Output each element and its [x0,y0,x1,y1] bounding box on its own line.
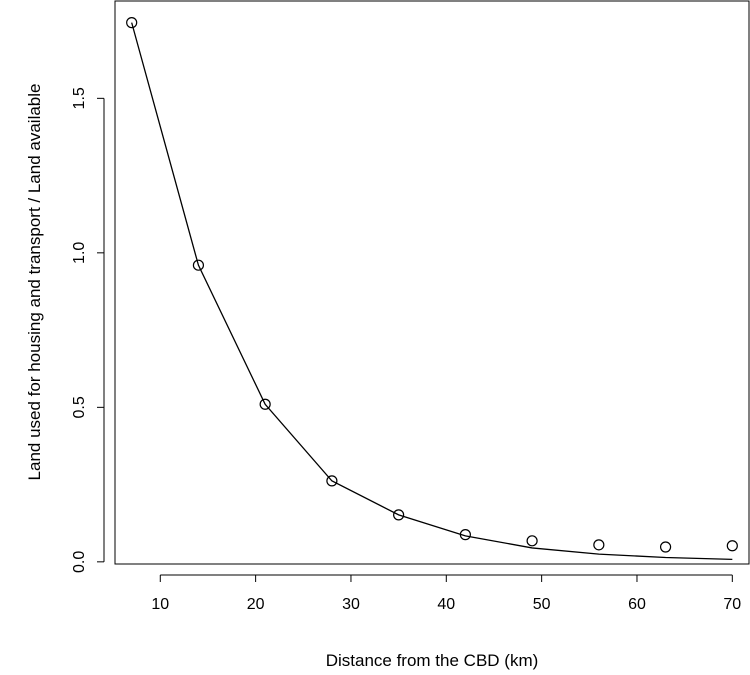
series-layer [126,17,738,561]
x-axis: 10 20 30 40 50 60 70 [151,574,741,613]
data-point [659,541,672,553]
y-tick-label: 0.5 [71,396,88,418]
data-point [459,529,471,541]
data-point [259,398,271,410]
data-point [393,509,405,521]
data-point [593,539,605,551]
data-point [126,17,138,29]
plot-frame [114,0,750,565]
fitted-line [131,22,733,561]
data-point [726,540,738,552]
data-point [526,535,538,547]
x-tick-label: 50 [533,596,551,613]
x-tick-label: 10 [151,596,169,613]
x-tick-label: 70 [723,596,741,613]
x-tick-label: 20 [247,596,265,613]
data-point [192,259,205,271]
x-tick-label: 60 [628,596,646,613]
y-tick-label: 1.0 [71,242,88,264]
x-tick-label: 30 [342,596,360,613]
x-tick-label: 40 [437,596,455,613]
y-tick-label: 1.5 [71,87,88,109]
x-axis-title: Distance from the CBD (km) [326,651,539,670]
data-point [326,475,338,487]
y-axis-title: Land used for housing and transport / La… [25,84,44,481]
y-tick-label: 0.0 [71,551,88,573]
y-axis: 0.0 0.5 1.0 1.5 [71,87,105,573]
